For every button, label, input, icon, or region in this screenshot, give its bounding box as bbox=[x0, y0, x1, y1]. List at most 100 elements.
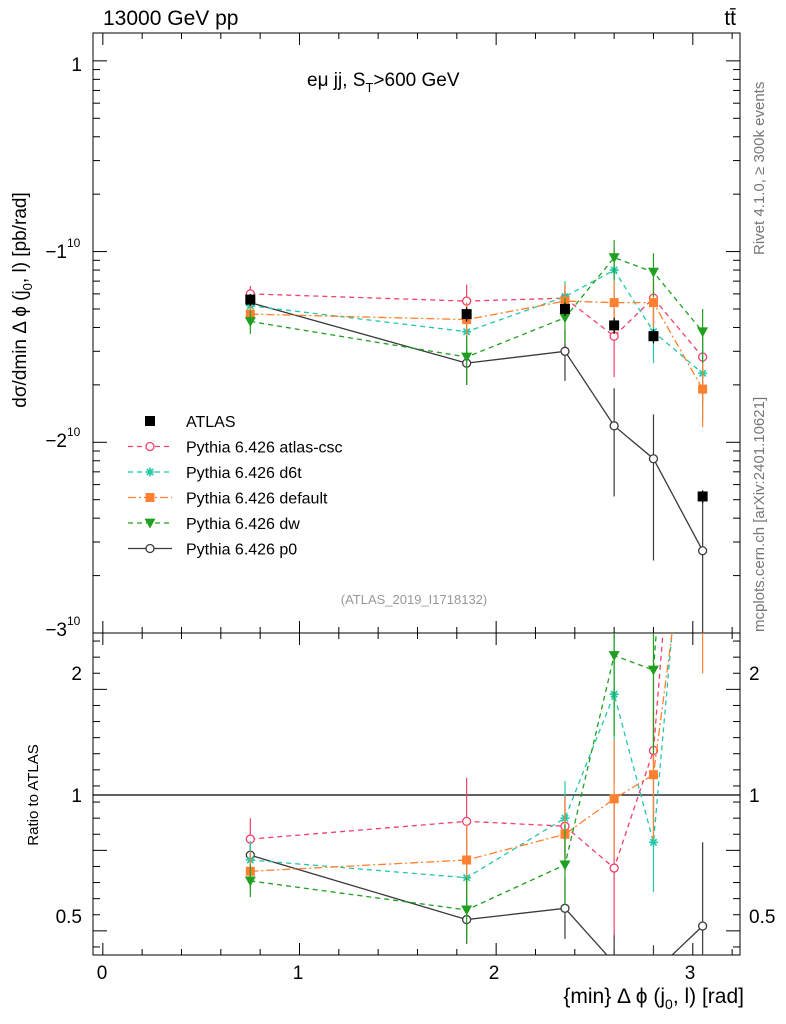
legend-marker bbox=[145, 416, 155, 426]
ratio-point-pythia-6-426-dw bbox=[697, 9, 708, 19]
ratio-point-pythia-6-426-atlas-csc bbox=[699, 138, 707, 146]
point-pythia-6-426-p0 bbox=[609, 421, 619, 431]
svg-text:10: 10 bbox=[67, 614, 81, 628]
ratio-point-pythia-6-426-default bbox=[609, 794, 619, 804]
y-tick-label-0.001: −3 10 bbox=[45, 614, 80, 641]
point-pythia-6-426-dw bbox=[244, 317, 256, 327]
ratio-line-pythia-6-426-d6t bbox=[250, 633, 673, 879]
ratio-point-pythia-6-426-p0 bbox=[610, 959, 618, 967]
series-line-pythia-6-426-dw bbox=[250, 256, 704, 358]
point-atlas bbox=[461, 309, 472, 320]
svg-text:10: 10 bbox=[67, 236, 81, 250]
ratio-point-pythia-6-426-dw bbox=[608, 651, 620, 662]
legend-marker bbox=[145, 493, 155, 502]
x-tick-label-3: 3 bbox=[685, 963, 696, 984]
point-atlas bbox=[609, 320, 620, 331]
point-pythia-6-426-dw bbox=[559, 313, 571, 324]
x-tick-label-1: 1 bbox=[293, 963, 304, 984]
point-pythia-6-426-p0 bbox=[697, 546, 708, 556]
ratio-line-pythia-6-426-p0 bbox=[250, 854, 704, 955]
ratio-point-pythia-6-426-d6t bbox=[648, 837, 658, 847]
point-pythia-6-426-dw bbox=[608, 253, 620, 264]
ratio-tick-label-1: 1 bbox=[71, 786, 82, 807]
x-axis-label: {min} Δ ϕ (j0, l) [rad] bbox=[563, 985, 744, 1012]
point-pythia-6-426-default bbox=[609, 298, 619, 308]
legend-item-pythia-6-426-atlas-csc: Pythia 6.426 atlas-csc bbox=[128, 440, 343, 457]
ratio-point-pythia-6-426-atlas-csc bbox=[461, 816, 472, 827]
legend-label: Pythia 6.426 dw bbox=[186, 516, 300, 533]
ratio-point-pythia-6-426-dw bbox=[461, 905, 473, 916]
legend-item-pythia-6-426-default: Pythia 6.426 default bbox=[128, 491, 328, 508]
ratio-point-pythia-6-426-default bbox=[648, 770, 658, 780]
axis-ticks bbox=[93, 33, 740, 955]
svg-text:−3: −3 bbox=[45, 620, 67, 641]
svg-text:10: 10 bbox=[67, 425, 81, 439]
point-pythia-6-426-dw bbox=[647, 267, 659, 278]
ratio-line-pythia-6-426-atlas-csc bbox=[250, 633, 664, 870]
point-pythia-6-426-dw bbox=[697, 327, 709, 338]
ratio-series-layer bbox=[244, 9, 708, 977]
point-atlas bbox=[697, 491, 708, 502]
legend-label: Pythia 6.426 atlas-csc bbox=[186, 440, 343, 457]
series-line-pythia-6-426-atlas-csc bbox=[250, 293, 704, 358]
analysis-label: (ATLAS_2019_I1718132) bbox=[341, 592, 487, 607]
main-series-layer bbox=[244, 240, 709, 633]
header-energy: 13000 GeV pp bbox=[103, 7, 238, 30]
point-pythia-6-426-default bbox=[648, 298, 658, 308]
svg-text:−2: −2 bbox=[45, 431, 67, 452]
ratio-point-pythia-6-426-dw bbox=[559, 860, 571, 871]
ratio-point-pythia-6-426-atlas-csc bbox=[609, 863, 619, 873]
point-pythia-6-426-default bbox=[698, 384, 708, 394]
point-atlas bbox=[648, 331, 659, 342]
ratio-point-pythia-6-426-default bbox=[462, 855, 472, 865]
legend-item-pythia-6-426-dw: Pythia 6.426 dw bbox=[128, 516, 300, 533]
ratio-tick-label-2: 2 bbox=[71, 664, 82, 685]
ratio-line-pythia-6-426-dw bbox=[250, 633, 657, 911]
ratio-point-pythia-6-426-dw bbox=[244, 876, 256, 887]
legend-item-pythia-6-426-p0: Pythia 6.426 p0 bbox=[128, 542, 297, 559]
point-pythia-6-426-dw bbox=[461, 352, 473, 363]
ratio-y-axis-label: Ratio to ATLAS bbox=[25, 744, 42, 845]
legend: ATLAS Pythia 6.426 atlas-csc Pythia 6.426 … bbox=[128, 414, 343, 559]
y-tick-label-0.1: −1 10 bbox=[45, 236, 80, 263]
point-pythia-6-426-p0 bbox=[648, 454, 659, 464]
legend-label: ATLAS bbox=[186, 414, 236, 431]
ratio-tick-label-right-0.5: 0.5 bbox=[749, 907, 775, 928]
legend-marker bbox=[145, 543, 155, 554]
legend-label: Pythia 6.426 d6t bbox=[186, 465, 302, 482]
ratio-point-pythia-6-426-p0 bbox=[649, 969, 657, 977]
plot-title: eμ jj, ST>600 GeV bbox=[307, 70, 460, 95]
legend-marker bbox=[144, 518, 156, 529]
ratio-tick-label-right-2: 2 bbox=[749, 664, 760, 685]
y-tick-label-0.01: −2 10 bbox=[45, 425, 80, 452]
legend-marker bbox=[145, 441, 155, 452]
y-axis-label: dσ/dmin Δ ϕ (j0, l) [pb/rad] bbox=[10, 192, 35, 408]
point-pythia-6-426-p0 bbox=[560, 346, 570, 356]
legend-item-pythia-6-426-d6t: Pythia 6.426 d6t bbox=[128, 465, 302, 482]
legend-label: Pythia 6.426 p0 bbox=[186, 542, 297, 559]
ratio-tick-label-right-1: 1 bbox=[749, 786, 760, 807]
ratio-tick-label-0.5: 0.5 bbox=[56, 907, 82, 928]
ratio-point-pythia-6-426-dw bbox=[647, 665, 659, 676]
series-line-pythia-6-426-default bbox=[250, 300, 704, 390]
legend-marker bbox=[145, 467, 155, 477]
ratio-line-pythia-6-426-default bbox=[250, 633, 673, 872]
x-tick-label-0: 0 bbox=[97, 963, 108, 984]
series-line-pythia-6-426-p0 bbox=[250, 301, 704, 552]
point-atlas bbox=[245, 294, 256, 305]
legend-label: Pythia 6.426 default bbox=[186, 491, 328, 508]
point-atlas bbox=[559, 303, 570, 314]
legend-item-atlas: ATLAS bbox=[145, 414, 236, 431]
ratio-point-pythia-6-426-p0 bbox=[560, 903, 570, 913]
rivet-label: Rivet 4.1.0, ≥ 300k events bbox=[751, 82, 768, 255]
series-line-pythia-6-426-d6t bbox=[250, 269, 704, 374]
x-tick-label-2: 2 bbox=[489, 963, 500, 984]
mcplots-label: mcplots.cern.ch [arXiv:2401.10621] bbox=[751, 397, 768, 632]
ratio-point-pythia-6-426-d6t bbox=[698, 282, 707, 291]
ratio-point-pythia-6-426-p0 bbox=[697, 921, 708, 931]
y-tick-label-1: 1 bbox=[71, 55, 82, 76]
header-process: tt̄ bbox=[724, 7, 736, 30]
svg-text:−1: −1 bbox=[45, 242, 67, 263]
ratio-frame bbox=[92, 632, 741, 956]
